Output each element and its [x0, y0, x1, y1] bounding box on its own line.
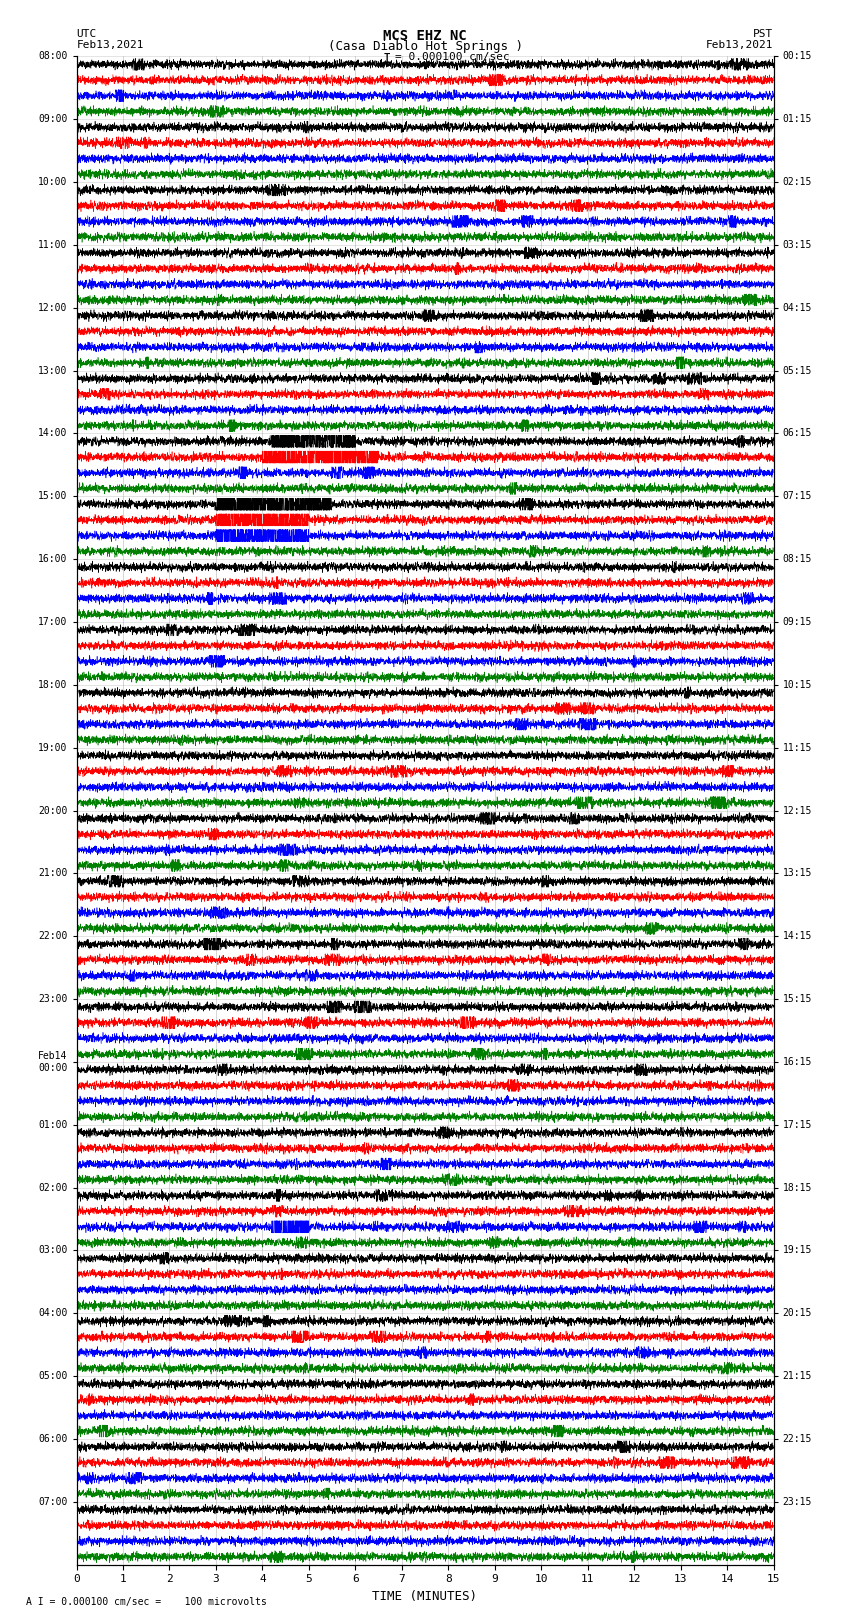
- Text: Feb13,2021: Feb13,2021: [76, 40, 144, 50]
- Text: A I = 0.000100 cm/sec =    100 microvolts: A I = 0.000100 cm/sec = 100 microvolts: [26, 1597, 266, 1607]
- X-axis label: TIME (MINUTES): TIME (MINUTES): [372, 1590, 478, 1603]
- Text: I: I: [382, 52, 391, 66]
- Text: UTC: UTC: [76, 29, 97, 39]
- Text: PST: PST: [753, 29, 774, 39]
- Text: = 0.000100 cm/sec: = 0.000100 cm/sec: [395, 52, 510, 61]
- Text: (Casa Diablo Hot Springs ): (Casa Diablo Hot Springs ): [327, 40, 523, 53]
- Text: MCS EHZ NC: MCS EHZ NC: [383, 29, 467, 44]
- Text: Feb13,2021: Feb13,2021: [706, 40, 774, 50]
